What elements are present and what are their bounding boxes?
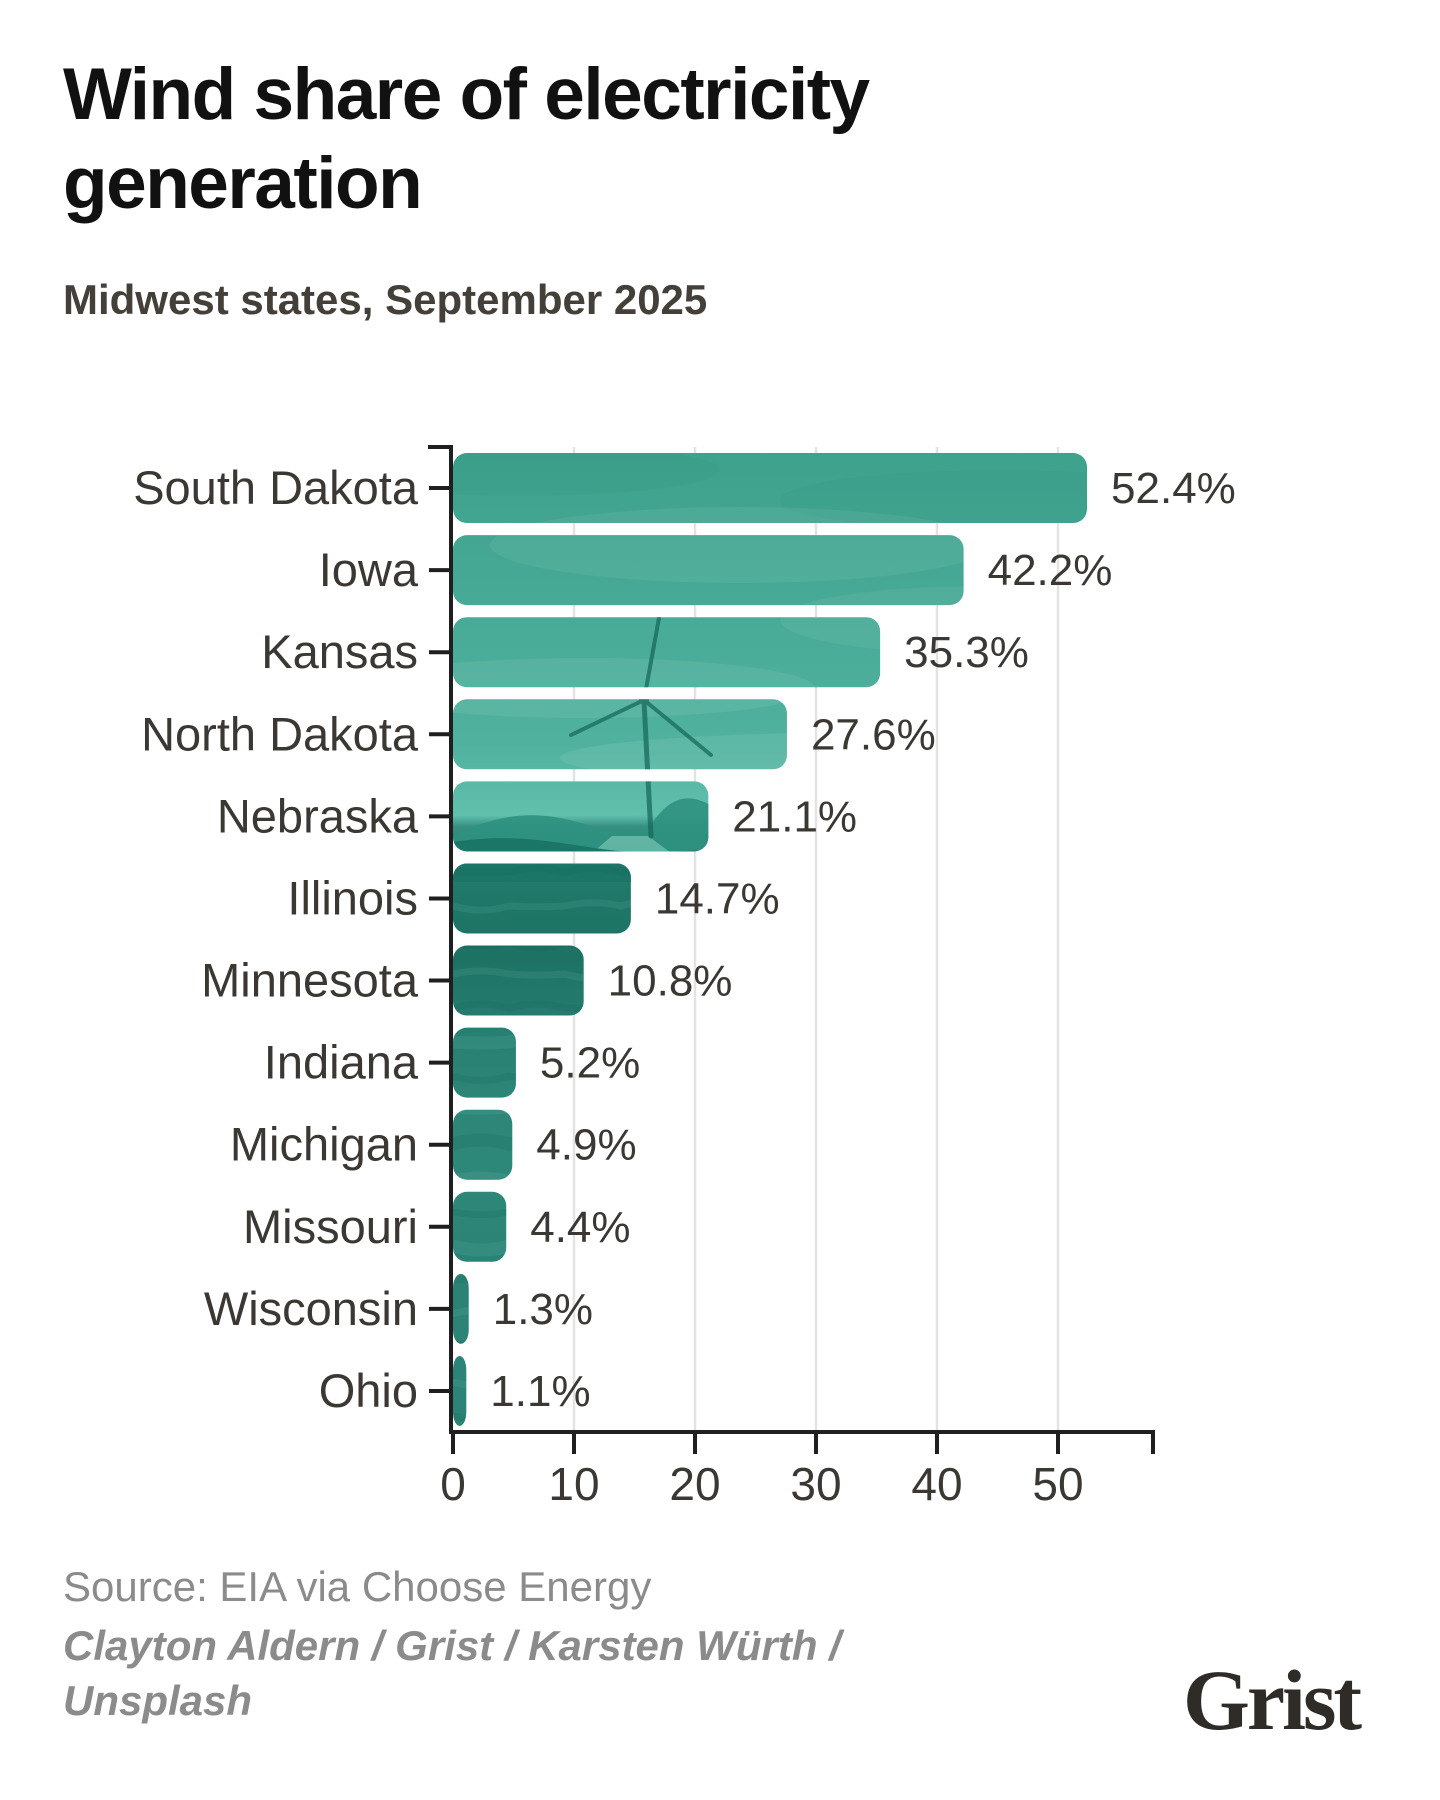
chart-subtitle: Midwest states, September 2025 xyxy=(63,276,708,323)
x-tick-label: 40 xyxy=(911,1458,962,1510)
cloud xyxy=(453,453,720,496)
value-label: 14.7% xyxy=(655,874,780,923)
x-tick-label: 10 xyxy=(548,1458,599,1510)
grass-streak xyxy=(453,929,1014,951)
value-label: 5.2% xyxy=(540,1039,640,1088)
value-label: 52.4% xyxy=(1111,464,1236,513)
grass-streak xyxy=(453,1337,1014,1359)
value-label: 1.1% xyxy=(490,1367,590,1416)
value-label: 1.3% xyxy=(493,1285,593,1334)
value-label: 4.4% xyxy=(530,1203,630,1252)
source-note: Source: EIA via Choose Energy xyxy=(63,1563,652,1610)
category-label-nebraska: Nebraska xyxy=(217,789,419,842)
grass-streak xyxy=(453,1170,1014,1186)
credit-note: Clayton Aldern / Grist / Karsten Würth /… xyxy=(63,1622,841,1724)
value-label: 35.3% xyxy=(904,628,1029,677)
category-label-minnesota: Minnesota xyxy=(201,954,419,1007)
wind-turbine xyxy=(569,616,713,839)
cloud xyxy=(453,658,815,718)
value-label: 42.2% xyxy=(988,546,1113,595)
category-label-ohio: Ohio xyxy=(319,1364,418,1417)
turbine-blade xyxy=(569,698,646,737)
x-tick-label: 30 xyxy=(790,1458,841,1510)
category-label-kansas: Kansas xyxy=(261,625,418,678)
x-tick-label: 50 xyxy=(1032,1458,1083,1510)
turbine-blade xyxy=(642,616,661,702)
grass-streak xyxy=(453,1102,1014,1118)
turbine-blade xyxy=(642,698,713,757)
value-label: 10.8% xyxy=(608,957,733,1006)
value-label: 4.9% xyxy=(536,1121,636,1170)
grass-streak xyxy=(453,1031,1015,1053)
category-label-michigan: Michigan xyxy=(230,1118,418,1171)
value-label: 27.6% xyxy=(811,710,936,759)
category-label-north-dakota: North Dakota xyxy=(141,707,419,760)
value-label: 21.1% xyxy=(732,792,857,841)
category-label-south-dakota: South Dakota xyxy=(133,461,419,514)
turbine-hub xyxy=(639,695,649,705)
grist-logo: Grist xyxy=(1183,1652,1362,1748)
turbine-tower xyxy=(641,698,654,839)
category-label-iowa: Iowa xyxy=(319,543,419,596)
category-label-indiana: Indiana xyxy=(264,1036,419,1089)
cloud xyxy=(780,470,1088,530)
category-label-missouri: Missouri xyxy=(243,1200,418,1253)
x-tick-label: 0 xyxy=(440,1458,466,1510)
grass-streak xyxy=(453,1068,1014,1084)
category-label-illinois: Illinois xyxy=(287,871,418,924)
grass-streak xyxy=(453,1272,1014,1288)
x-tick-label: 20 xyxy=(669,1458,720,1510)
category-label-wisconsin: Wisconsin xyxy=(204,1282,418,1335)
chart-title: Wind share of electricity generation xyxy=(63,54,870,224)
